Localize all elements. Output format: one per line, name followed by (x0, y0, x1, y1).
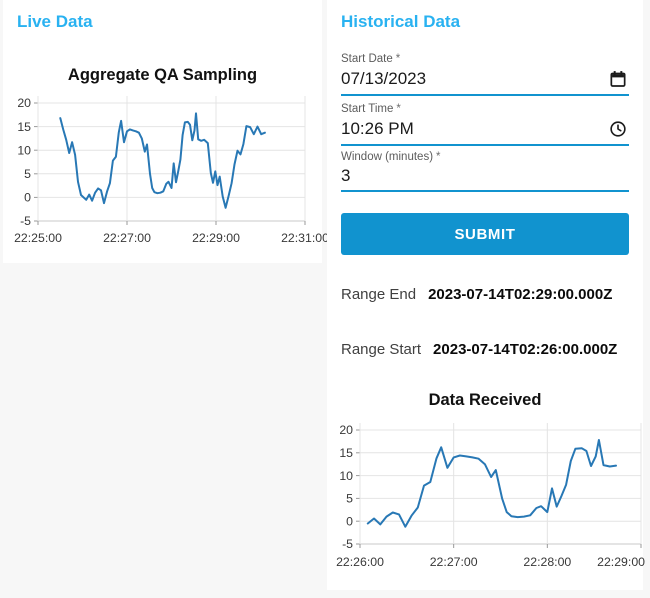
svg-text:0: 0 (24, 191, 31, 205)
start-date-label-text: Start Date (341, 53, 393, 65)
live-data-heading: Live Data (17, 12, 93, 31)
start-time-label-text: Start Time (341, 103, 394, 115)
window-minutes-input[interactable] (341, 165, 629, 192)
svg-text:22:29:00: 22:29:00 (597, 555, 645, 569)
range-start-value: 2023-07-14T02:26:00.000Z (433, 341, 618, 358)
historical-data-heading: Historical Data (341, 12, 461, 31)
historical-data-panel: Historical Data Start Date* Sta (327, 0, 645, 590)
start-time-label: Start Time * (341, 103, 629, 117)
svg-text:15: 15 (17, 120, 31, 134)
svg-text:22:29:00: 22:29:00 (192, 231, 240, 245)
start-time-field: Start Time * (341, 103, 629, 146)
svg-text:22:31:00: 22:31:00 (281, 231, 329, 245)
window-minutes-field: Window (minutes) * (341, 151, 629, 192)
range-end-value: 2023-07-14T02:29:00.000Z (428, 286, 613, 303)
start-time-input[interactable] (341, 117, 629, 146)
svg-text:20: 20 (17, 96, 31, 110)
svg-text:0: 0 (346, 514, 353, 528)
svg-text:22:25:00: 22:25:00 (14, 231, 62, 245)
required-asterisk: * (396, 103, 401, 115)
start-date-field: Start Date * (341, 53, 629, 96)
svg-text:22:26:00: 22:26:00 (336, 555, 384, 569)
svg-text:10: 10 (17, 143, 31, 157)
window-minutes-label-text: Window (minutes) (341, 151, 434, 163)
live-chart-title: Aggregate QA Sampling (67, 66, 258, 84)
svg-text:5: 5 (24, 167, 31, 181)
calendar-icon[interactable] (609, 70, 627, 88)
start-date-input[interactable] (341, 67, 629, 96)
start-date-label: Start Date * (341, 53, 629, 67)
range-end-label: Range End (341, 286, 417, 303)
historical-line-chart: -5 0 5 10 15 20 22:26:00 22:27:00 22:28:00 22:29:… (336, 423, 645, 569)
live-line-chart: -5 0 5 10 15 20 22:25:00 22:27:00 22:29:00 22:31:… (14, 96, 329, 245)
svg-text:15: 15 (339, 446, 353, 460)
submit-button[interactable]: SUBMIT (341, 213, 629, 255)
range-start-row: Range Start 2023-07-14T02:26:00.000Z (341, 341, 637, 358)
svg-text:22:27:00: 22:27:00 (430, 555, 478, 569)
svg-text:10: 10 (339, 469, 353, 483)
window-minutes-label: Window (minutes) * (341, 151, 629, 165)
svg-text:22:27:00: 22:27:00 (103, 231, 151, 245)
range-end-row: Range End 2023-07-14T02:29:00.000Z (341, 286, 637, 303)
svg-text:22:28:00: 22:28:00 (523, 555, 571, 569)
live-data-panel: Live Data Aggregate QA Sampling -5 0 5 10 15… (3, 0, 329, 263)
required-asterisk: * (436, 151, 441, 163)
required-asterisk: * (395, 53, 401, 65)
svg-text:5: 5 (346, 492, 353, 506)
historical-chart-title: Data Received (428, 391, 542, 409)
svg-text:-5: -5 (20, 214, 31, 228)
range-start-label: Range Start (341, 341, 422, 358)
clock-icon[interactable] (609, 120, 627, 138)
svg-text:-5: -5 (342, 537, 353, 551)
svg-text:20: 20 (339, 423, 353, 437)
